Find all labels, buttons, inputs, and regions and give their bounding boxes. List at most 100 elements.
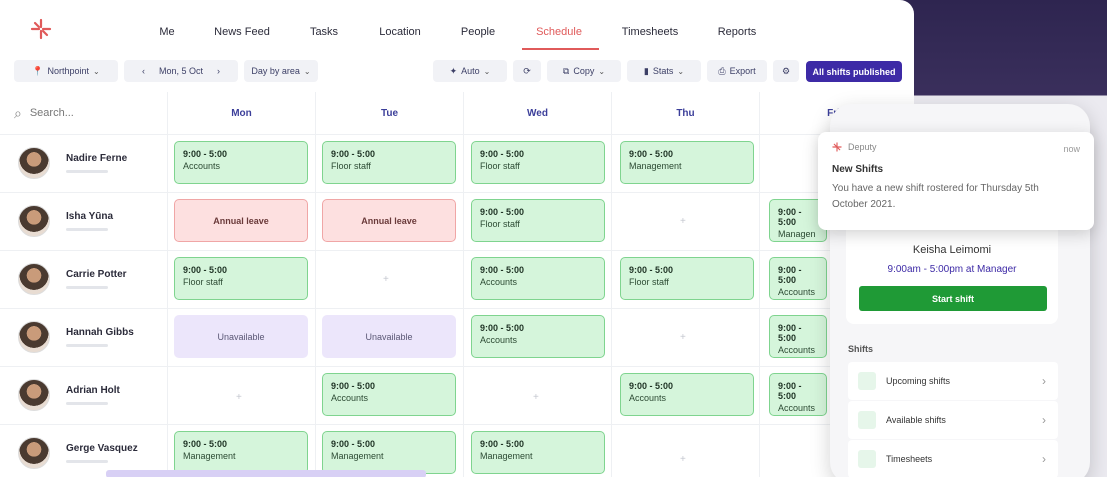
nav-people[interactable]: People: [460, 26, 496, 38]
person-row[interactable]: Isha Yūna: [0, 192, 167, 250]
nav-news-feed[interactable]: News Feed: [214, 26, 270, 38]
shift-time: 9:00 - 5:00: [480, 265, 525, 275]
shift-time: 9:00 - 5:00: [331, 149, 376, 159]
shift-card[interactable]: 9:00 - 5:00 Accounts: [769, 373, 827, 416]
add-shift-icon[interactable]: +: [680, 216, 686, 227]
push-notification[interactable]: Deputy now New Shifts You have a new shi…: [818, 132, 1094, 230]
shift-card[interactable]: 9:00 - 5:00 Accounts: [769, 315, 827, 358]
avatar: [18, 437, 50, 469]
row-label: Timesheets: [886, 454, 933, 464]
refresh-button[interactable]: ⟳: [513, 60, 541, 82]
view-select[interactable]: Day by area ⌄: [244, 60, 318, 82]
available-shifts-row[interactable]: Available shifts ›: [848, 401, 1058, 439]
upcoming-shifts-row[interactable]: Upcoming shifts ›: [848, 362, 1058, 400]
day-header-mon: Mon: [167, 92, 315, 134]
nav-schedule[interactable]: Schedule: [536, 26, 582, 38]
shift-time: 9:00 - 5:00: [629, 265, 674, 275]
shift-card[interactable]: 9:00 - 5:00 Managen: [769, 199, 827, 242]
shift-area: Management: [183, 451, 236, 461]
print-icon: ⎙: [718, 65, 726, 76]
stats-icon: ▮: [643, 65, 649, 76]
shift-card[interactable]: 9:00 - 5:00 Management: [471, 431, 605, 474]
start-shift-button[interactable]: Start shift: [859, 286, 1047, 311]
shift-card[interactable]: 9:00 - 5:00 Accounts: [174, 141, 308, 184]
day-header-thu: Thu: [611, 92, 759, 134]
list-icon: [858, 372, 876, 390]
chevron-right-icon: ›: [1042, 452, 1046, 466]
add-shift-icon[interactable]: +: [680, 332, 686, 343]
chevron-down-icon: ⌄: [93, 66, 100, 76]
avatar: [18, 379, 50, 411]
shift-area: Floor staff: [331, 161, 371, 171]
shift-card[interactable]: 9:00 - 5:00 Accounts: [471, 257, 605, 300]
person-row[interactable]: Hannah Gibbs: [0, 308, 167, 366]
shift-card[interactable]: 9:00 - 5:00 Management: [174, 431, 308, 474]
auto-icon: ✦: [449, 65, 458, 76]
shift-card[interactable]: 9:00 - 5:00 Management: [620, 141, 754, 184]
location-select[interactable]: 📍 Northpoint ⌄: [14, 60, 118, 82]
refresh-icon: ⟳: [523, 65, 531, 76]
search-cell[interactable]: ⌕ Search...: [0, 92, 167, 134]
column-divider: [463, 92, 464, 477]
shift-time: 9:00 - 5:00: [778, 323, 802, 343]
row-divider: [0, 192, 914, 193]
shift-area: Accounts: [480, 335, 518, 345]
person-subtitle-placeholder: [66, 460, 108, 463]
employee-name: Keisha Leimomi: [912, 244, 992, 256]
shift-card[interactable]: 9:00 - 5:00 Accounts: [769, 257, 827, 300]
add-shift-icon[interactable]: +: [680, 454, 686, 465]
chevron-left-icon[interactable]: ‹: [141, 66, 145, 76]
settings-button[interactable]: ⚙: [773, 60, 799, 82]
add-shift-icon[interactable]: +: [236, 392, 242, 403]
shift-details-link[interactable]: 9:00am - 5:00pm at Manager: [887, 264, 1017, 275]
person-row[interactable]: Carrie Potter: [0, 250, 167, 308]
shift-card[interactable]: 9:00 - 5:00 Management: [322, 431, 456, 474]
shift-card[interactable]: 9:00 - 5:00 Floor staff: [471, 199, 605, 242]
shift-time: 9:00 - 5:00: [183, 265, 228, 275]
timesheets-row[interactable]: Timesheets ›: [848, 440, 1058, 477]
person-name: Carrie Potter: [66, 269, 127, 280]
person-row[interactable]: Nadire Ferne: [0, 134, 167, 192]
annual-leave-card[interactable]: Annual leave: [174, 199, 308, 242]
shift-card[interactable]: 9:00 - 5:00 Accounts: [620, 373, 754, 416]
add-shift-icon[interactable]: +: [533, 392, 539, 403]
active-tab-underline: [522, 48, 599, 50]
search-input[interactable]: Search...: [29, 107, 74, 119]
nav-location[interactable]: Location: [379, 26, 421, 38]
annual-leave-card[interactable]: Annual leave: [322, 199, 456, 242]
nav-reports[interactable]: Reports: [717, 26, 757, 38]
shift-card[interactable]: 9:00 - 5:00 Floor staff: [174, 257, 308, 300]
add-shift-icon[interactable]: +: [383, 274, 389, 285]
person-row[interactable]: Gerge Vasquez: [0, 424, 167, 477]
drag-handle-bar[interactable]: [106, 470, 426, 477]
shift-card[interactable]: 9:00 - 5:00 Floor staff: [620, 257, 754, 300]
person-subtitle-placeholder: [66, 344, 108, 347]
day-header-wed: Wed: [463, 92, 611, 134]
chevron-right-icon[interactable]: ›: [217, 66, 220, 76]
unavailable-card[interactable]: Unavailable: [174, 315, 308, 358]
nav-me[interactable]: Me: [159, 26, 175, 38]
shift-time: 9:00 - 5:00: [331, 439, 376, 449]
shift-card[interactable]: 9:00 - 5:00 Floor staff: [471, 141, 605, 184]
toolbar: 📍 Northpoint ⌄ ‹ Mon, 5 Oct › Day by are…: [0, 60, 914, 84]
export-button[interactable]: ⎙ Export: [707, 60, 767, 82]
nav-tasks[interactable]: Tasks: [309, 26, 339, 38]
date-picker[interactable]: ‹ Mon, 5 Oct ›: [124, 60, 238, 82]
copy-button[interactable]: ⧉ Copy ⌄: [547, 60, 621, 82]
unavailable-card[interactable]: Unavailable: [322, 315, 456, 358]
shift-card[interactable]: 9:00 - 5:00 Accounts: [471, 315, 605, 358]
chevron-right-icon: ›: [1042, 374, 1046, 388]
stats-button[interactable]: ▮ Stats ⌄: [627, 60, 701, 82]
row-divider: [0, 250, 914, 251]
column-divider: [759, 92, 760, 477]
nav-timesheets[interactable]: Timesheets: [621, 26, 679, 38]
copy-icon: ⧉: [562, 65, 570, 76]
auto-button[interactable]: ✦ Auto ⌄: [433, 60, 507, 82]
person-row[interactable]: Adrian Holt: [0, 366, 167, 424]
publish-button[interactable]: All shifts published: [806, 61, 902, 82]
shift-area: Management: [331, 451, 384, 461]
auto-label: Auto: [461, 66, 480, 76]
shift-card[interactable]: 9:00 - 5:00 Floor staff: [322, 141, 456, 184]
notification-body: You have a new shift rostered for Thursd…: [832, 183, 1039, 210]
shift-card[interactable]: 9:00 - 5:00 Accounts: [322, 373, 456, 416]
